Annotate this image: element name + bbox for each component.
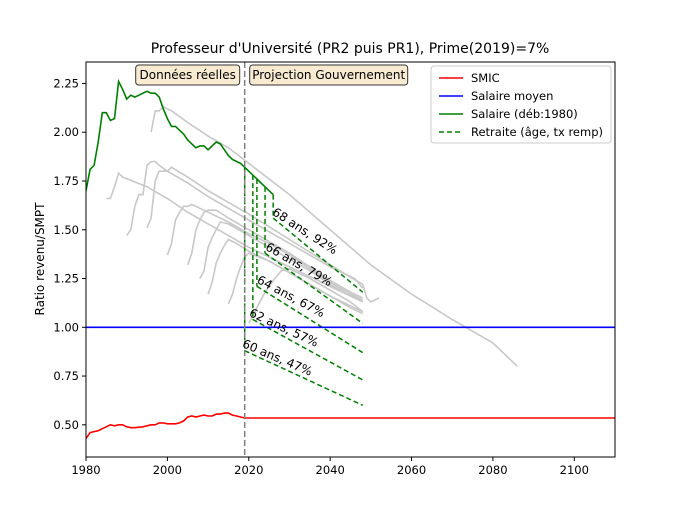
x-tick-label-7: 2100 [560, 463, 589, 477]
y-tick-label-6: 1.75 [53, 174, 79, 188]
legend-box [430, 65, 612, 144]
background-career-line-1 [106, 171, 363, 301]
legend-label-4: Retraite (âge, tx remp) [471, 125, 603, 139]
background-career-line-7 [199, 221, 364, 303]
background-career-line-10 [248, 267, 364, 324]
chart-title: Professeur d'Université (PR2 puis PR1), … [151, 41, 550, 57]
legend-label-3: Salaire (déb:1980) [471, 107, 578, 121]
y-tick-label-4: 1.25 [53, 272, 79, 286]
legend-label-1: SMIC [471, 71, 500, 85]
x-tick-label-1: 1980 [71, 463, 100, 477]
x-tick-label-2: 2000 [153, 463, 182, 477]
period-label-right: Projection Gouvernement [252, 68, 405, 82]
retraite-line-3 [256, 285, 364, 354]
period-box-left [135, 64, 241, 86]
x-tick-label-4: 2040 [316, 463, 345, 477]
x-tick-label-6: 2080 [478, 463, 507, 477]
period-label-left: Données réelles [140, 68, 236, 82]
x-tick-label-3: 2020 [234, 463, 263, 477]
y-tick-label-1: 0.50 [53, 418, 79, 432]
series-line-1 [86, 412, 615, 439]
retraite-line-4 [264, 252, 364, 324]
background-career-line-4 [150, 105, 518, 367]
legend: SMIC Salaire moyen Salaire (déb:1980) Retra… [430, 65, 612, 144]
series-line-3 [86, 78, 274, 196]
period-box-right [249, 64, 409, 86]
axes-frame [85, 61, 616, 458]
x-tick-label-5: 2060 [397, 463, 426, 477]
background-career-line-3 [146, 166, 380, 303]
background-career-line-9 [227, 252, 364, 315]
retraite-line-2 [252, 318, 364, 381]
y-tick-label-5: 1.50 [53, 223, 79, 237]
background-career-line-6 [186, 209, 364, 299]
y-tick-label-2: 0.75 [53, 369, 79, 383]
y-axis-title: Ratio revenu/SMPT [33, 202, 47, 316]
y-tick-label-3: 1.00 [53, 320, 79, 334]
axes: 1980 2000 2020 2040 2060 2080 2100 0.50 0.75 1.00… [53, 61, 616, 477]
plot-content [86, 62, 615, 457]
retraite-line-1 [244, 350, 364, 406]
y-tick-label-7: 2.00 [53, 125, 79, 139]
legend-label-2: Salaire moyen [471, 89, 553, 103]
background-career-line-5 [166, 203, 364, 301]
y-tick-label-8: 2.25 [53, 76, 79, 90]
retraite-line-5 [272, 217, 364, 293]
